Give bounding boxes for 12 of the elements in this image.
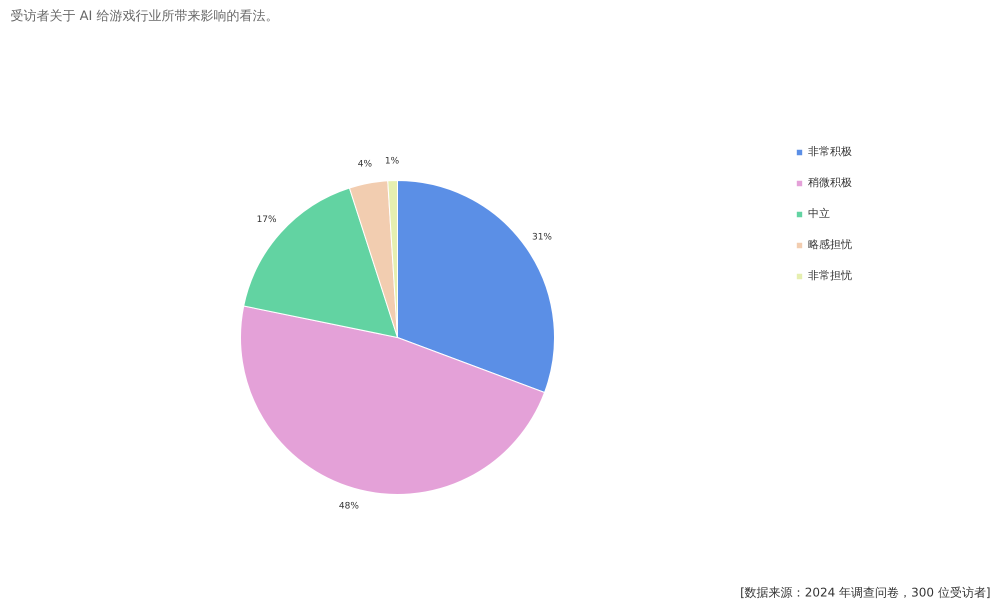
data-label: 48% xyxy=(338,501,360,512)
data-label: 31% xyxy=(532,232,552,242)
legend-label: 中立 xyxy=(808,206,830,221)
data-label: 17% xyxy=(256,215,278,226)
data-label: 4% xyxy=(358,160,372,170)
data-label: 1% xyxy=(384,156,400,167)
legend-label: 非常担忧 xyxy=(808,268,852,283)
legend-label: 稍微积极 xyxy=(808,175,852,190)
legend-label: 略感担忧 xyxy=(808,237,852,252)
legend-label: 非常积极 xyxy=(808,144,852,159)
chart-title: 受访者关于 AI 给游戏行业所带来影响的看法。 xyxy=(10,8,278,24)
text: [数据来源：2024 年调查问卷，300 位受访者] xyxy=(740,586,990,600)
